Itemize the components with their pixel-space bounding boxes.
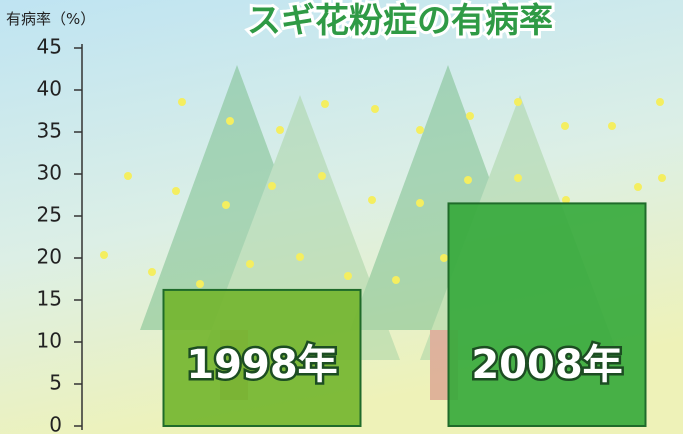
y-tick-label: 20: [37, 245, 62, 269]
y-axis-label: 有病率（%）: [6, 10, 95, 28]
bar: [449, 203, 646, 426]
y-tick-label: 15: [37, 287, 62, 311]
y-tick-label: 25: [37, 203, 62, 227]
y-tick-label: 10: [37, 329, 62, 353]
y-tick-label: 0: [49, 413, 62, 434]
y-tick-label: 30: [37, 161, 62, 185]
category-label: 2008年: [471, 342, 622, 388]
y-tick-label: 35: [37, 119, 62, 143]
y-tick-label: 40: [37, 77, 62, 101]
chart-title: スギ花粉症の有病率: [247, 1, 553, 41]
category-label: 1998年: [186, 342, 337, 388]
y-tick-label: 45: [37, 35, 62, 59]
chart: スギ花粉症の有病率 有病率（%） 0 5 10 15 20 25 30 35 40 45 1998年…: [0, 0, 683, 434]
y-tick-label: 5: [49, 371, 62, 395]
